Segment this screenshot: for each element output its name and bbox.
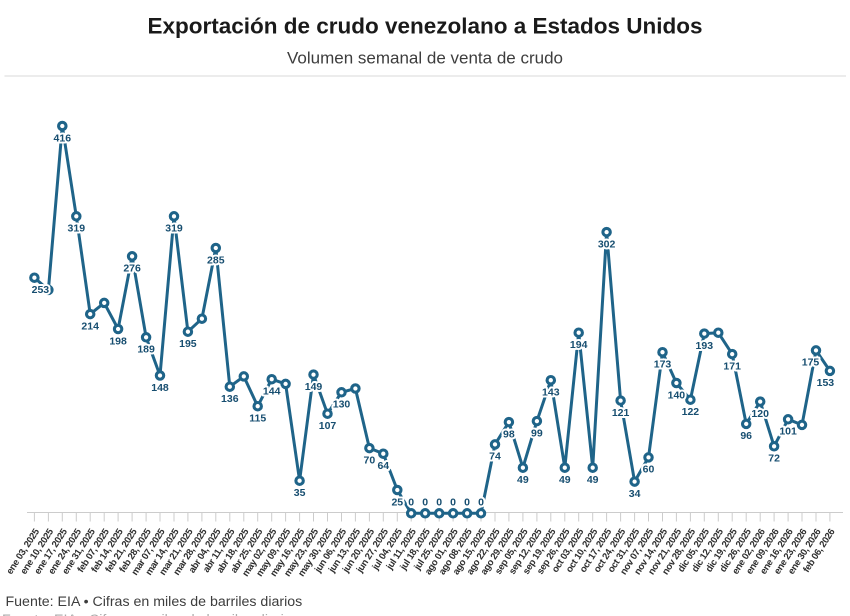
svg-text:122: 122 — [682, 406, 700, 418]
svg-text:34: 34 — [629, 488, 641, 500]
svg-text:72: 72 — [768, 453, 780, 465]
svg-text:153: 153 — [817, 377, 835, 389]
svg-text:194: 194 — [570, 339, 588, 351]
svg-text:0: 0 — [422, 497, 428, 509]
svg-text:96: 96 — [740, 430, 752, 442]
svg-text:198: 198 — [109, 335, 127, 347]
svg-text:193: 193 — [696, 340, 714, 352]
svg-text:214: 214 — [81, 320, 99, 332]
svg-text:64: 64 — [377, 460, 389, 472]
svg-text:148: 148 — [151, 382, 169, 394]
svg-text:302: 302 — [598, 238, 616, 250]
svg-text:130: 130 — [333, 399, 351, 411]
svg-text:319: 319 — [165, 223, 183, 235]
svg-text:0: 0 — [478, 497, 484, 509]
svg-text:195: 195 — [179, 338, 197, 350]
svg-text:175: 175 — [802, 357, 820, 369]
svg-text:140: 140 — [668, 389, 686, 401]
svg-text:Exportación de crudo venezolan: Exportación de crudo venezolano a Estado… — [147, 14, 702, 39]
svg-text:49: 49 — [517, 474, 529, 486]
svg-text:60: 60 — [643, 464, 655, 476]
svg-text:319: 319 — [68, 223, 86, 235]
svg-text:416: 416 — [54, 132, 72, 144]
svg-text:173: 173 — [654, 359, 672, 371]
svg-text:74: 74 — [489, 451, 501, 463]
svg-text:285: 285 — [207, 254, 225, 266]
svg-text:121: 121 — [612, 407, 630, 419]
svg-text:149: 149 — [305, 381, 323, 393]
svg-text:Fuente: EIA • Cifras en miles: Fuente: EIA • Cifras en miles de barrile… — [2, 612, 299, 616]
svg-text:25: 25 — [391, 496, 403, 508]
svg-text:101: 101 — [779, 426, 797, 438]
svg-text:276: 276 — [123, 263, 141, 275]
svg-text:0: 0 — [464, 497, 470, 509]
svg-text:Volumen semanal de venta de cr: Volumen semanal de venta de crudo — [287, 49, 563, 68]
svg-text:144: 144 — [263, 386, 281, 398]
svg-text:136: 136 — [221, 393, 239, 405]
svg-text:Fuente: EIA • Cifras en miles: Fuente: EIA • Cifras en miles de barrile… — [6, 594, 303, 610]
svg-text:98: 98 — [503, 428, 515, 440]
svg-text:49: 49 — [587, 474, 599, 486]
svg-text:0: 0 — [408, 497, 414, 509]
svg-text:70: 70 — [364, 454, 376, 466]
svg-text:35: 35 — [294, 487, 306, 499]
svg-text:107: 107 — [319, 420, 337, 432]
svg-text:115: 115 — [249, 413, 266, 425]
svg-text:189: 189 — [137, 344, 155, 356]
svg-text:49: 49 — [559, 474, 571, 486]
svg-text:0: 0 — [450, 497, 456, 509]
svg-text:120: 120 — [751, 408, 769, 420]
svg-text:253: 253 — [32, 284, 50, 296]
svg-text:143: 143 — [542, 387, 560, 399]
svg-text:99: 99 — [531, 427, 543, 439]
svg-text:0: 0 — [436, 497, 442, 509]
svg-text:171: 171 — [723, 360, 741, 372]
